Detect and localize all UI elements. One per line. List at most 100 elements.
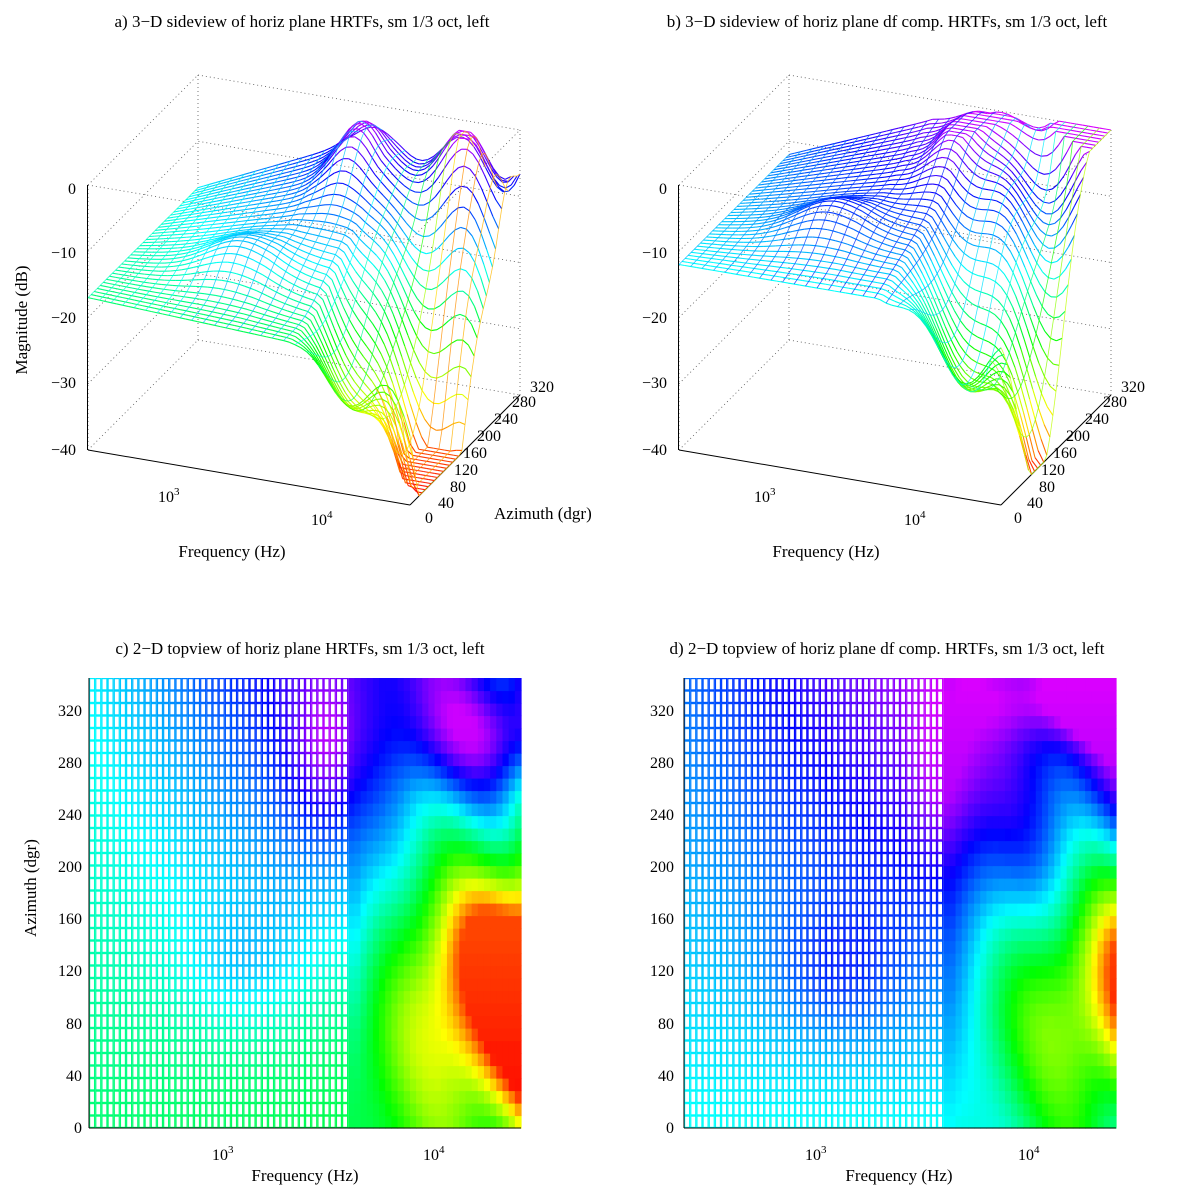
- surface-line: [417, 462, 424, 465]
- surface-line: [375, 398, 382, 401]
- surface-line: [294, 171, 301, 175]
- surface-line: [281, 215, 288, 218]
- surface-line: [1023, 339, 1031, 359]
- surface-line: [678, 263, 685, 267]
- y-tick-label: 160: [463, 445, 487, 462]
- heatmap-cell: [224, 1015, 231, 1029]
- surface-line: [863, 141, 870, 144]
- surface-line: [966, 269, 973, 274]
- surface-line: [1001, 254, 1008, 263]
- surface-line: [831, 145, 838, 148]
- surface-line: [398, 444, 406, 465]
- surface-line: [387, 418, 394, 430]
- surface-line: [880, 195, 887, 198]
- surface-line: [357, 128, 364, 134]
- surface-line: [345, 327, 353, 340]
- surface-line: [820, 272, 827, 275]
- surface-line: [945, 148, 951, 150]
- surface-line: [321, 243, 328, 246]
- surface-line: [395, 339, 403, 357]
- surface-line: [206, 223, 213, 226]
- surface-line: [276, 207, 283, 210]
- heatmap-cell: [508, 1053, 516, 1067]
- surface-line: [303, 250, 310, 255]
- surface-line: [998, 267, 1005, 275]
- surface-line: [965, 353, 972, 360]
- heatmap-cell: [88, 1003, 96, 1016]
- surface-line: [870, 237, 877, 242]
- surface-line: [1018, 253, 1026, 268]
- surface-line: [122, 297, 129, 300]
- surface-line: [871, 197, 878, 200]
- surface-line: [903, 300, 910, 306]
- surface-line: [978, 245, 985, 248]
- surface-line: [758, 236, 765, 239]
- heatmap-cell: [490, 1053, 497, 1067]
- surface-line: [379, 223, 386, 231]
- heatmap-cell: [286, 1053, 293, 1066]
- surface-line: [789, 237, 796, 240]
- heatmap-cell: [200, 1028, 207, 1041]
- surface-line: [903, 140, 910, 143]
- surface-line: [402, 231, 410, 241]
- surface-line: [774, 266, 781, 268]
- surface-line: [1055, 130, 1062, 133]
- surface-line: [398, 329, 406, 347]
- surface-line: [910, 253, 918, 264]
- surface-line: [299, 301, 306, 305]
- surface-line: [216, 212, 222, 215]
- surface-line: [115, 276, 121, 279]
- surface-line: [120, 277, 127, 280]
- surface-line: [913, 152, 920, 156]
- surface-line: [983, 360, 990, 370]
- heatmap-cell: [360, 1065, 368, 1079]
- heatmap-cell: [453, 1078, 460, 1092]
- box-edge: [788, 339, 1112, 396]
- surface-line: [441, 459, 448, 462]
- heatmap-cell: [397, 1078, 405, 1092]
- surface-line: [947, 157, 954, 163]
- surface-line: [427, 155, 435, 160]
- surface-line: [986, 293, 993, 297]
- surface-line: [989, 352, 996, 362]
- surface-line: [386, 152, 498, 484]
- heatmap-cell: [280, 1028, 287, 1041]
- surface-line: [847, 176, 854, 179]
- heatmap-cell: [88, 1028, 96, 1041]
- heatmap-cell: [490, 1078, 497, 1092]
- surface-line: [783, 189, 790, 192]
- heatmap-cell: [502, 1015, 510, 1029]
- surface-line: [289, 326, 296, 329]
- surface-line: [305, 174, 313, 179]
- surface-line: [329, 151, 440, 402]
- surface-line: [237, 229, 244, 232]
- surface-line: [992, 370, 999, 375]
- surface-line: [300, 177, 307, 181]
- heatmap-cell: [385, 1090, 392, 1104]
- surface-line: [844, 216, 851, 220]
- surface-line: [261, 318, 268, 321]
- surface-line: [991, 147, 998, 153]
- surface-line: [392, 314, 400, 330]
- surface-line: [930, 174, 937, 177]
- surface-line: [1029, 358, 1037, 377]
- heatmap-cell: [187, 1115, 194, 1128]
- surface-line: [1022, 436, 1030, 460]
- surface-line: [974, 376, 982, 383]
- surface-line: [135, 268, 142, 271]
- heatmap-cell: [212, 1115, 219, 1128]
- surface-line: [312, 152, 319, 156]
- surface-line: [193, 203, 200, 207]
- surface-line: [251, 185, 258, 189]
- surface-line: [342, 182, 349, 187]
- surface-line: [1077, 154, 1085, 165]
- surface-line: [187, 266, 194, 270]
- surface-line: [406, 414, 414, 435]
- heatmap-cell: [218, 1053, 225, 1066]
- surface-line: [268, 196, 275, 199]
- surface-line: [870, 173, 877, 176]
- heatmap-cell: [409, 1103, 417, 1117]
- surface-line: [410, 288, 418, 299]
- surface-line: [921, 158, 929, 164]
- surface-line: [999, 161, 1007, 167]
